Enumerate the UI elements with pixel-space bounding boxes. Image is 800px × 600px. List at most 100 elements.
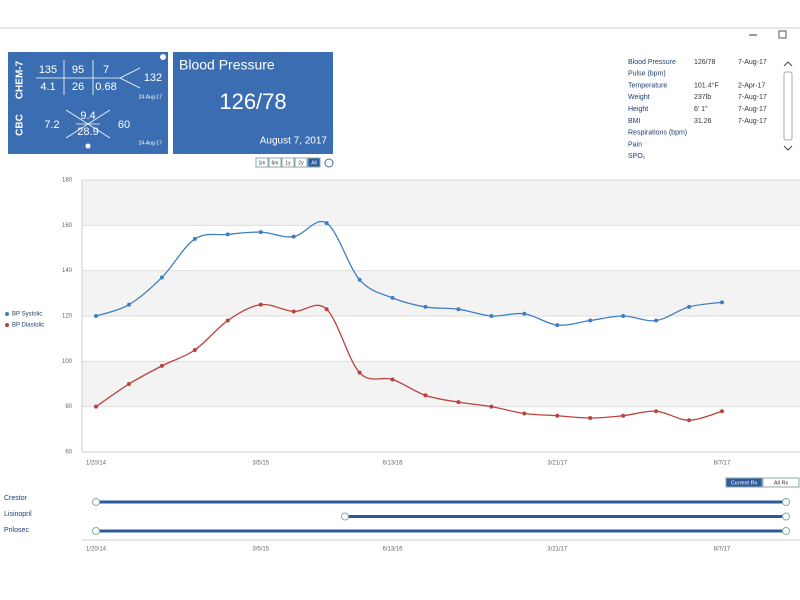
vital-value: 31.26 (694, 118, 712, 125)
range-button-label: 1m (259, 160, 266, 166)
lab-value: 132 (144, 72, 162, 84)
data-point (720, 409, 724, 414)
cbc-label: CBC (15, 114, 26, 136)
x-tick-label: 3/21/17 (547, 461, 568, 467)
data-point (192, 348, 197, 352)
vital-date: 7-Aug-17 (738, 118, 767, 125)
vital-name: SPO₂ (628, 153, 646, 160)
lab-value: 4.1 (40, 81, 55, 93)
vitals-list: Blood Pressure 126/78 7-Aug-17 Pulse (bpm) T… (628, 59, 767, 160)
data-point (258, 230, 263, 235)
medication-name: Crestor (4, 495, 28, 502)
data-point (192, 236, 197, 241)
vital-name: Temperature (628, 82, 667, 89)
lab-date: 24-Aug-17 (139, 94, 163, 100)
medication-name: Prilosec (4, 527, 29, 534)
vital-date: 2-Apr-17 (738, 82, 765, 89)
lab-date: 24-Aug-17 (139, 140, 163, 146)
data-point (159, 363, 164, 368)
lab-icon (85, 143, 91, 149)
medications: Current Rx All Rx Crestor Lisinopril Prilose… (4, 477, 800, 541)
chart: 60 80 100 120 140 160 180 1/20/14 1/20/14 3/5/15 3… (5, 178, 800, 553)
info-icon[interactable] (160, 54, 166, 60)
vital-name: Pulse (bpm) (628, 71, 666, 78)
medication-end[interactable] (782, 527, 790, 535)
x-tick-label: 3/21/17 (547, 547, 568, 553)
data-point (357, 370, 362, 375)
rx-filter[interactable] (725, 477, 763, 488)
data-point (159, 275, 164, 280)
lab-value: 0.68 (95, 81, 116, 93)
data-point (225, 232, 230, 237)
vital-date: 7-Aug-17 (738, 106, 767, 113)
range-button[interactable] (255, 157, 269, 168)
data-point (456, 400, 461, 405)
data-point (126, 302, 131, 307)
grid-band (82, 180, 800, 226)
vital-date: 7-Aug-17 (738, 94, 767, 101)
range-button[interactable] (294, 157, 308, 168)
vital-value: 101.4°F (694, 81, 719, 89)
range-button-label: 2y (298, 160, 304, 166)
vital-name: Respirations (bpm) (628, 130, 687, 137)
medication-end[interactable] (782, 512, 790, 521)
scrollbar[interactable] (783, 71, 793, 141)
rx-filter[interactable] (762, 477, 800, 488)
y-tick-label: 180 (62, 178, 73, 184)
vital-name: Height (628, 106, 648, 113)
calendar-icon[interactable] (324, 158, 334, 168)
data-point (291, 309, 296, 314)
series-line (95, 303, 723, 421)
y-tick-label: 120 (62, 314, 73, 320)
vital-value: 6' 1" (694, 106, 708, 113)
data-point (687, 304, 692, 309)
x-tick-label: 8/7/17 (714, 461, 731, 467)
legend-swatch (5, 323, 9, 327)
maximize-button[interactable] (778, 30, 787, 39)
data-point (390, 295, 395, 300)
range-button-label: 1y (285, 160, 291, 166)
medication-start[interactable] (92, 498, 100, 506)
medication-start[interactable] (92, 527, 100, 535)
vital-name: Weight (628, 94, 650, 101)
data-point (588, 318, 593, 323)
bp-value: 126/78 (219, 89, 286, 114)
medication-start[interactable] (341, 512, 349, 521)
lab-value: 60 (118, 119, 130, 131)
lab-lines (36, 60, 141, 139)
range-button[interactable] (281, 157, 295, 168)
vital-value: 126/78 (694, 59, 716, 66)
data-point (621, 413, 626, 418)
bp-card[interactable] (173, 52, 333, 154)
range-button[interactable] (307, 157, 321, 168)
data-point (522, 311, 527, 316)
data-point (555, 323, 560, 328)
data-point (489, 404, 494, 409)
data-point (291, 234, 296, 239)
data-point (687, 418, 692, 423)
y-tick-label: 60 (65, 450, 72, 456)
data-point (654, 409, 659, 414)
lab-value: 7 (103, 64, 109, 76)
bp-title: Blood Pressure (179, 57, 275, 73)
medication-end[interactable] (782, 498, 790, 506)
data-point (390, 377, 395, 382)
lab-value: 9.4 (80, 110, 95, 122)
data-point (258, 302, 263, 307)
rx-filter-label: All Rx (774, 480, 789, 486)
x-tick-label: 1/20/14 (86, 461, 107, 467)
data-point (94, 314, 98, 318)
x-tick-label: 3/5/15 (252, 461, 269, 467)
series-line (95, 220, 723, 326)
data-point (522, 411, 527, 416)
data-point (654, 318, 659, 323)
scroll-arrows[interactable] (783, 61, 793, 151)
x-tick-label: 6/13/16 (383, 547, 404, 553)
lab-value: 135 (39, 64, 57, 76)
lab-value: 7.2 (44, 119, 59, 131)
labs-card[interactable] (8, 52, 168, 154)
data-point (588, 416, 593, 420)
range-button[interactable] (268, 157, 282, 168)
lab-value: 95 (72, 64, 84, 76)
